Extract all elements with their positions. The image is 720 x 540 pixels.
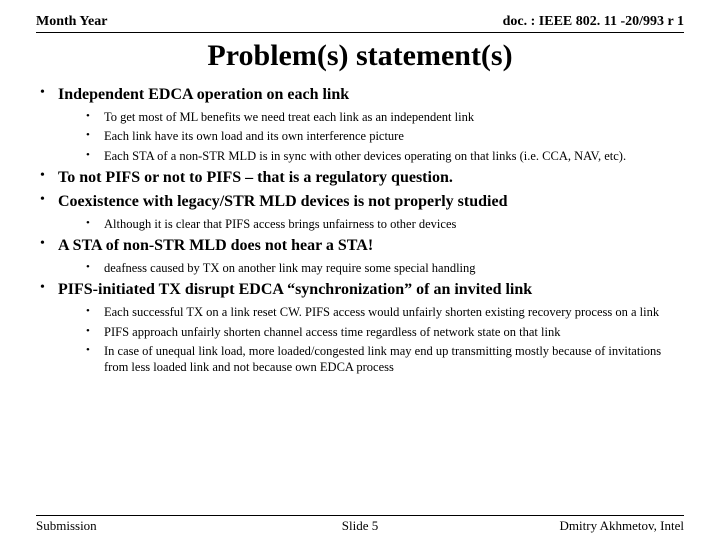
top-bullet: A STA of non-STR MLD does not hear a STA…: [36, 236, 684, 276]
top-bullet: PIFS-initiated TX disrupt EDCA “synchron…: [36, 280, 684, 375]
sub-bullet: To get most of ML benefits we need treat…: [86, 109, 684, 125]
sub-bullet: Although it is clear that PIFS access br…: [86, 216, 684, 232]
bullet-list: Independent EDCA operation on each link T…: [36, 85, 684, 375]
top-bullet-text: To not PIFS or not to PIFS – that is a r…: [58, 169, 453, 186]
top-bullet: Independent EDCA operation on each link T…: [36, 85, 684, 164]
sub-bullet-list: Each successful TX on a link reset CW. P…: [58, 304, 684, 375]
sub-bullet: Each successful TX on a link reset CW. P…: [86, 304, 684, 320]
header-rule: [36, 32, 684, 33]
sub-bullet: In case of unequal link load, more loade…: [86, 343, 684, 376]
slide-content: Independent EDCA operation on each link T…: [0, 85, 720, 375]
top-bullet: Coexistence with legacy/STR MLD devices …: [36, 192, 684, 232]
slide-footer: Submission Slide 5 Dmitry Akhmetov, Inte…: [0, 515, 720, 534]
sub-bullet-list: deafness caused by TX on another link ma…: [58, 260, 684, 276]
sub-bullet: Each link have its own load and its own …: [86, 128, 684, 144]
sub-bullet: Each STA of a non-STR MLD is in sync wit…: [86, 148, 684, 164]
top-bullet-text: A STA of non-STR MLD does not hear a STA…: [58, 237, 373, 254]
top-bullet-text: Coexistence with legacy/STR MLD devices …: [58, 193, 507, 210]
footer-left: Submission: [36, 518, 97, 534]
top-bullet: To not PIFS or not to PIFS – that is a r…: [36, 168, 684, 188]
top-bullet-text: PIFS-initiated TX disrupt EDCA “synchron…: [58, 281, 532, 298]
slide-title: Problem(s) statement(s): [0, 39, 720, 73]
sub-bullet: deafness caused by TX on another link ma…: [86, 260, 684, 276]
sub-bullet-list: Although it is clear that PIFS access br…: [58, 216, 684, 232]
sub-bullet: PIFS approach unfairly shorten channel a…: [86, 324, 684, 340]
footer-center: Slide 5: [342, 518, 378, 534]
slide-header: Month Year doc. : IEEE 802. 11 -20/993 r…: [0, 0, 720, 32]
top-bullet-text: Independent EDCA operation on each link: [58, 86, 349, 103]
header-left: Month Year: [36, 14, 107, 30]
header-right: doc. : IEEE 802. 11 -20/993 r 1: [503, 14, 684, 30]
footer-rule: [36, 515, 684, 516]
footer-right: Dmitry Akhmetov, Intel: [560, 518, 684, 534]
sub-bullet-list: To get most of ML benefits we need treat…: [58, 109, 684, 164]
